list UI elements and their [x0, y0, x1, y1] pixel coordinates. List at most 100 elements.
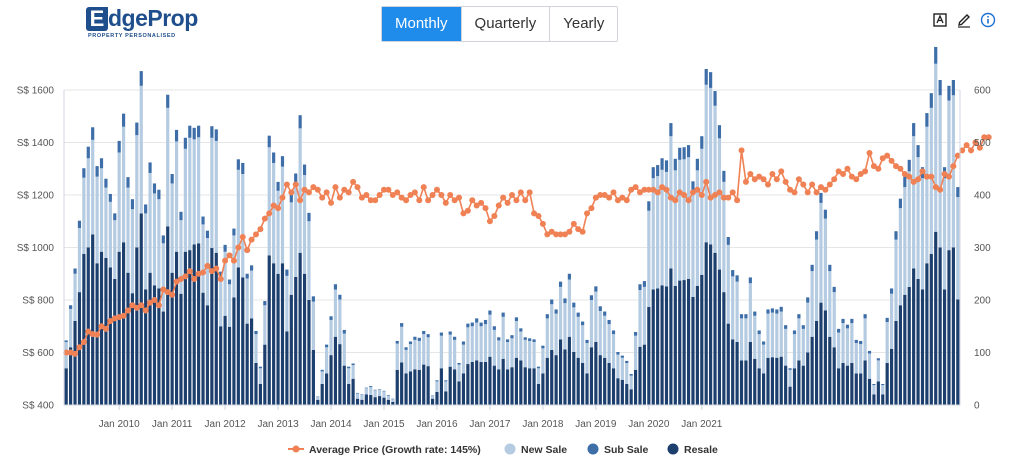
average-price-point [310, 184, 317, 191]
resale-bar [700, 274, 704, 405]
sub-sale-bar [766, 309, 770, 314]
average-price-point [76, 344, 83, 351]
average-price-point [491, 213, 498, 219]
average-price-point [486, 218, 493, 225]
frame-icon[interactable] [931, 11, 949, 29]
average-price-point [160, 286, 167, 293]
average-price-point [742, 178, 749, 185]
new-sale-bar [876, 360, 880, 382]
average-price-point [866, 150, 873, 156]
new-sale-bar [576, 316, 580, 358]
tab-quarterly[interactable]: Quarterly [460, 7, 550, 41]
average-price-point [460, 210, 467, 217]
resale-bar [483, 361, 488, 405]
resale-bar [545, 357, 549, 405]
resale-bar [850, 363, 854, 405]
resale-bar [567, 336, 571, 405]
resale-bar [307, 300, 311, 405]
sub-sale-bar [726, 237, 730, 245]
sub-sale-bar [629, 374, 633, 376]
sub-sale-bar [854, 339, 858, 344]
resale-bar [267, 255, 271, 405]
average-price-point [795, 176, 802, 183]
resale-bar [170, 272, 174, 405]
new-sale-bar [236, 169, 240, 268]
resale-bar [607, 363, 611, 405]
resale-bar [660, 285, 664, 405]
legend-resale-label: Resale [684, 444, 718, 456]
sub-sale-bar [572, 302, 576, 308]
average-price-point [968, 147, 975, 154]
average-price-point [826, 181, 833, 188]
sub-sale-bar [391, 398, 395, 400]
resale-bar [214, 252, 218, 405]
x-axis-tick-label: Jan 2021 [681, 419, 723, 430]
new-sale-bar [227, 284, 232, 327]
resale-bar [673, 285, 677, 405]
resale-bar [735, 342, 739, 405]
resale-bar [889, 348, 894, 405]
resale-bar [766, 357, 770, 405]
resale-bar [179, 293, 183, 405]
new-sale-bar [166, 107, 170, 227]
new-sale-bar [302, 175, 307, 274]
new-sale-bar [753, 315, 757, 359]
sub-sale-bar [298, 115, 302, 129]
new-sale-bar [850, 323, 854, 363]
average-price-point [734, 197, 741, 204]
sub-sale-bar [135, 122, 139, 136]
resale-bar [249, 318, 254, 405]
new-sale-bar [170, 183, 174, 273]
average-price-point [478, 199, 485, 206]
average-price-point [323, 189, 330, 196]
new-sale-bar [117, 152, 121, 252]
sub-sale-bar [223, 244, 227, 252]
sub-sale-bar [302, 164, 307, 176]
left-axis-tick-label: S$ 800 [22, 296, 54, 307]
pencil-icon[interactable] [955, 11, 973, 29]
sub-sale-bar [876, 358, 880, 361]
sub-sale-bar [735, 275, 739, 282]
new-sale-bar [422, 334, 426, 365]
average-price-point [592, 194, 599, 201]
resale-bar [466, 364, 470, 405]
info-icon[interactable] [979, 11, 997, 29]
resale-bar [881, 394, 885, 405]
resale-bar [263, 344, 267, 405]
tab-monthly[interactable]: Monthly [382, 7, 461, 41]
average-price-point [676, 189, 683, 196]
average-price-point [394, 189, 401, 196]
new-sale-bar [99, 168, 104, 252]
sub-sale-bar [453, 336, 457, 340]
sub-sale-bar [276, 181, 280, 191]
sub-sale-bar [183, 137, 187, 149]
legend-average-price-swatch [292, 445, 300, 453]
resale-bar [761, 373, 766, 405]
sub-sale-bar [95, 166, 99, 177]
resale-bar [532, 368, 536, 405]
tab-yearly[interactable]: Yearly [549, 7, 617, 41]
new-sale-bar [267, 147, 271, 256]
sub-sale-bar [881, 384, 885, 386]
average-price-point [619, 194, 626, 201]
resale-bar [942, 289, 947, 405]
resale-bar [647, 306, 651, 405]
new-sale-bar [369, 387, 373, 396]
sub-sale-bar [850, 318, 854, 324]
resale-bar [276, 273, 280, 405]
new-sale-bar [488, 314, 492, 357]
resale-bar [744, 360, 748, 405]
resale-bar [903, 294, 907, 405]
sub-sale-bar [947, 85, 951, 101]
sub-sale-bar [210, 126, 214, 138]
new-sale-bar [294, 183, 298, 277]
resale-bar [519, 360, 523, 405]
sub-sale-bar [435, 380, 439, 382]
sub-sale-bar [731, 270, 735, 277]
resale-bar [117, 251, 121, 405]
resale-bar [470, 361, 474, 405]
average-price-point [787, 186, 794, 193]
new-sale-bar [942, 178, 947, 290]
new-sale-bar [523, 339, 527, 368]
right-axis-tick-label: 600 [974, 86, 991, 97]
